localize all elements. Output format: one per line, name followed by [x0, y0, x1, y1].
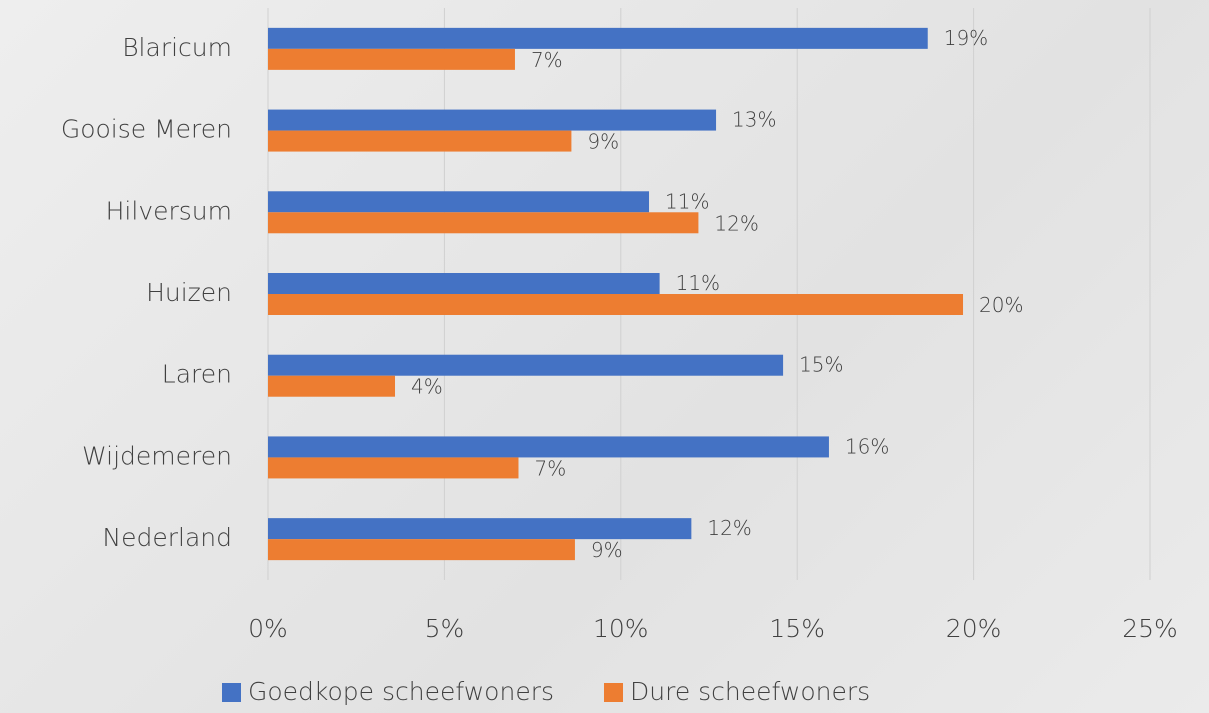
legend-swatch — [604, 683, 623, 702]
x-tick-label: 5% — [425, 614, 465, 643]
bar — [268, 212, 699, 234]
legend-label: Dure scheefwoners — [630, 677, 870, 706]
y-tick-label: Wijdemeren — [82, 441, 232, 470]
bar — [268, 109, 717, 131]
bar — [268, 294, 964, 315]
data-label: 12% — [714, 211, 758, 235]
data-label: 9% — [591, 538, 623, 562]
y-tick-label: Nederland — [102, 523, 232, 552]
bar — [268, 539, 575, 561]
data-label: 20% — [979, 293, 1023, 317]
legend-label: Goedkope scheefwoners — [248, 677, 554, 706]
data-label: 15% — [799, 353, 843, 377]
bar — [268, 48, 515, 70]
x-tick-label: 15% — [769, 614, 825, 643]
bar — [268, 273, 660, 294]
data-label: 13% — [732, 108, 776, 132]
bar — [268, 130, 572, 152]
y-tick-label: Huizen — [146, 278, 232, 307]
bar — [268, 436, 829, 458]
data-label: 9% — [587, 130, 619, 154]
x-tick-label: 20% — [946, 614, 1002, 643]
bar — [268, 191, 650, 213]
y-tick-label: Blaricum — [122, 33, 232, 62]
y-tick-label: Laren — [162, 360, 232, 389]
y-tick-label: Gooise Meren — [61, 115, 232, 144]
data-label: 11% — [665, 189, 709, 213]
x-tick-label: 0% — [248, 614, 288, 643]
legend-swatch — [222, 683, 241, 702]
bar — [268, 518, 692, 540]
x-tick-label: 10% — [593, 614, 649, 643]
data-label: 7% — [531, 48, 563, 72]
data-label: 16% — [845, 434, 889, 458]
bar — [268, 457, 519, 479]
data-label: 12% — [707, 516, 751, 540]
data-label: 7% — [534, 456, 566, 480]
data-label: 11% — [676, 271, 720, 295]
bar — [268, 375, 396, 397]
data-label: 19% — [944, 26, 988, 50]
bar — [268, 354, 784, 376]
y-tick-label: Hilversum — [106, 196, 232, 225]
x-tick-label: 25% — [1122, 614, 1178, 643]
bar — [268, 27, 928, 49]
data-label: 4% — [411, 375, 443, 399]
